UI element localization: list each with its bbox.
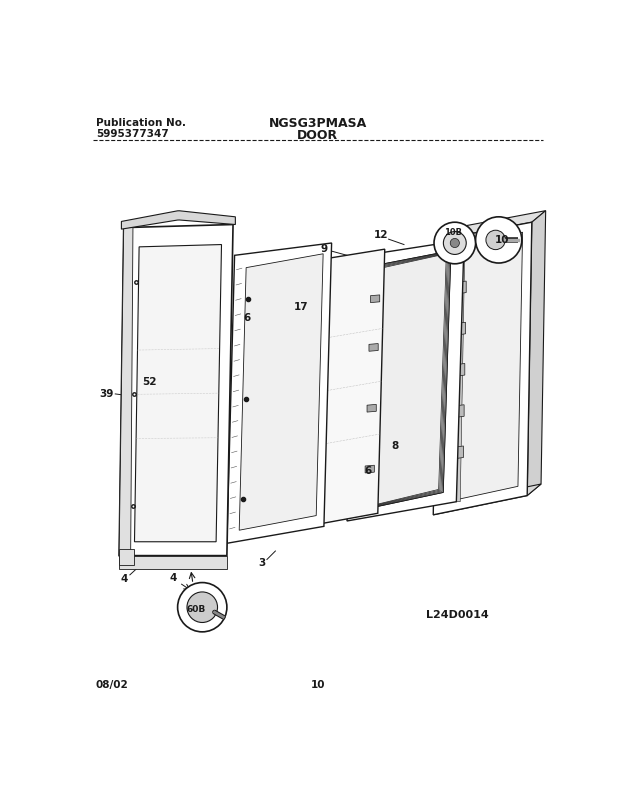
Polygon shape [446,404,464,419]
Text: 10: 10 [311,680,325,691]
Polygon shape [119,556,227,569]
Circle shape [486,230,505,250]
Text: 3: 3 [259,557,266,568]
Polygon shape [119,228,133,556]
Polygon shape [447,246,456,502]
Text: 08/02: 08/02 [96,680,129,691]
Text: DOOR: DOOR [297,129,339,142]
Polygon shape [448,322,466,336]
Polygon shape [446,446,463,460]
Polygon shape [369,343,378,351]
Text: 10: 10 [495,235,509,245]
Polygon shape [527,211,546,496]
Text: eReplacementParts.com: eReplacementParts.com [234,419,402,433]
Polygon shape [456,246,465,502]
Polygon shape [452,246,460,502]
Text: 6: 6 [243,313,250,324]
Circle shape [450,239,459,247]
Text: 60B: 60B [187,605,206,614]
Circle shape [476,216,522,263]
Polygon shape [306,249,385,527]
Polygon shape [119,224,233,556]
Polygon shape [433,222,532,515]
Polygon shape [122,211,236,229]
Text: 5995377347: 5995377347 [96,129,169,139]
Text: 6: 6 [364,466,371,476]
Polygon shape [227,243,332,543]
Polygon shape [447,363,465,377]
Polygon shape [433,484,541,515]
Text: 8: 8 [391,440,399,450]
Polygon shape [371,295,379,303]
Polygon shape [364,251,451,509]
Text: L24D0014: L24D0014 [425,610,489,619]
Text: 4: 4 [120,573,127,584]
Text: Publication No.: Publication No. [96,118,186,128]
Polygon shape [135,244,221,542]
Polygon shape [438,211,546,240]
Text: 10B: 10B [444,228,462,237]
Polygon shape [447,232,523,502]
Circle shape [187,592,218,623]
Polygon shape [347,240,464,521]
Text: 9: 9 [321,244,327,255]
Text: 17: 17 [293,302,308,312]
Circle shape [177,583,227,632]
Polygon shape [365,465,374,473]
Polygon shape [367,404,376,412]
Text: 52: 52 [143,377,157,387]
Circle shape [443,232,466,255]
Polygon shape [448,281,466,295]
Text: 4: 4 [169,573,177,583]
Polygon shape [239,254,323,531]
Text: 39: 39 [99,389,113,399]
Text: 12: 12 [374,230,388,240]
Polygon shape [119,550,135,565]
Circle shape [434,222,476,264]
Text: NGSG3PMASA: NGSG3PMASA [268,117,367,130]
